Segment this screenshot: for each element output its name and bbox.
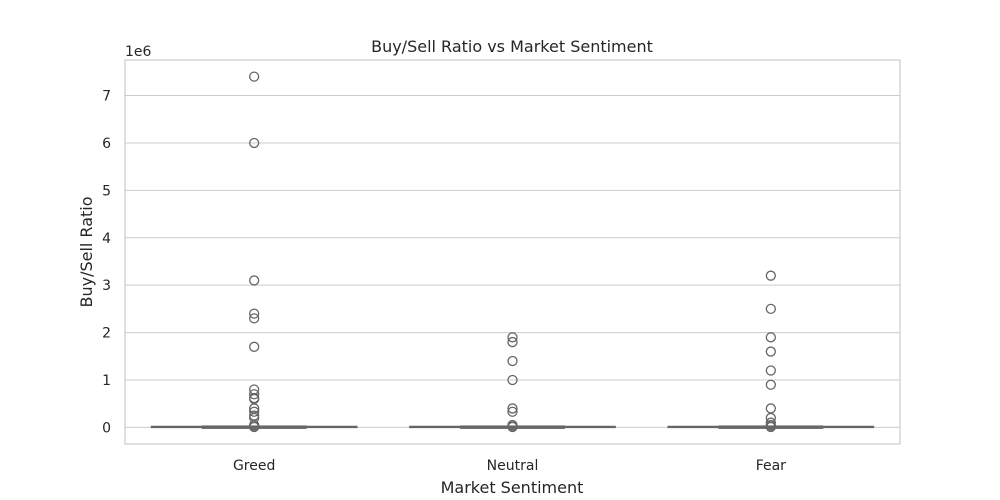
x-tick-labels: Greed Neutral Fear <box>233 458 786 474</box>
outlier-point <box>249 421 260 433</box>
y-axis-offset-label: 1e6 <box>125 44 152 60</box>
x-tick-label: Fear <box>756 458 786 474</box>
y-tick-label: 0 <box>102 420 111 436</box>
y-tick-label: 1 <box>102 373 111 389</box>
outlier-point <box>507 406 518 417</box>
box-neutral <box>409 425 616 429</box>
box-greed <box>150 425 358 429</box>
outlier-point <box>249 137 260 149</box>
outlier-point <box>765 270 776 281</box>
outlier-point <box>249 341 260 352</box>
y-tick-label: 3 <box>102 278 111 294</box>
y-tick-label: 7 <box>102 89 111 105</box>
outlier-point <box>765 365 776 376</box>
x-axis-label: Market Sentiment <box>441 478 584 497</box>
outlier-point <box>249 406 260 417</box>
outlier-point <box>765 379 776 390</box>
outlier-point <box>507 403 518 414</box>
outlier-point <box>507 332 518 343</box>
outlier-point <box>249 71 260 82</box>
outlier-point <box>249 308 260 319</box>
outlier-point <box>507 421 518 433</box>
outlier-point <box>765 303 776 315</box>
y-tick-label: 2 <box>102 326 111 342</box>
outlier-point <box>249 389 260 400</box>
outlier-point <box>507 355 518 367</box>
outlier-point <box>765 332 776 343</box>
chart-title: Buy/Sell Ratio vs Market Sentiment <box>371 37 653 56</box>
x-tick-label: Neutral <box>487 458 539 474</box>
boxes <box>150 425 875 429</box>
y-tick-label: 4 <box>102 231 111 247</box>
outlier-point <box>507 374 518 386</box>
outlier-point <box>249 313 260 324</box>
outlier-point <box>507 336 518 348</box>
outlier-point <box>249 275 260 286</box>
y-tick-label: 6 <box>102 136 111 152</box>
y-axis-label: Buy/Sell Ratio <box>77 196 96 307</box>
outlier-point <box>765 421 776 433</box>
outlier-point <box>765 346 776 357</box>
y-tick-label: 5 <box>102 183 111 199</box>
outliers <box>249 71 776 433</box>
x-tick-label: Greed <box>233 458 275 474</box>
y-tick-labels: 0 1 2 3 4 5 6 7 <box>102 89 111 437</box>
plot-frame <box>124 59 901 445</box>
